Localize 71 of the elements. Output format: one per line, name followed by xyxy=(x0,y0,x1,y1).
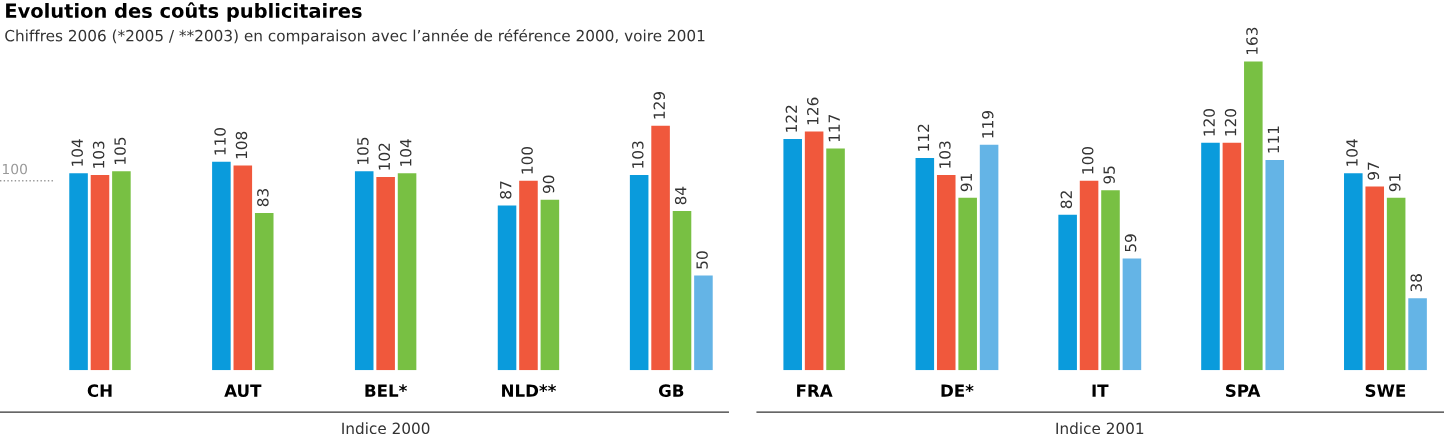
text: Indice 2000 xyxy=(342,422,430,435)
data-label: 119 xyxy=(981,110,994,138)
data-label: 84 xyxy=(674,186,687,205)
bar xyxy=(233,165,253,371)
data-label: 120 xyxy=(1203,109,1215,136)
data-label: 91 xyxy=(960,174,973,192)
data-label: 95 xyxy=(1103,166,1115,184)
x-tick-label: CH xyxy=(87,384,112,397)
x-tick-label: DE* xyxy=(941,384,974,397)
data-label: 117 xyxy=(828,115,840,142)
x-tick-label: NLD** xyxy=(502,384,557,397)
data-label: 100 xyxy=(521,146,533,174)
data-label: 91 xyxy=(1389,174,1401,192)
data-label: 105 xyxy=(357,137,369,164)
data-label: 103 xyxy=(632,141,644,168)
data-label: 104 xyxy=(1346,139,1358,166)
data-label: 38 xyxy=(1410,274,1423,292)
bar xyxy=(979,144,999,371)
data-label: 111 xyxy=(1267,126,1279,153)
bar xyxy=(1265,159,1285,371)
data-label: 110 xyxy=(214,127,226,155)
x-tick-label: FRA xyxy=(797,384,833,397)
x-tick-label: SWE xyxy=(1365,384,1406,397)
ref-line-label: 100 xyxy=(2,163,28,175)
data-label: 126 xyxy=(807,97,819,125)
bar xyxy=(354,171,374,371)
bar xyxy=(1079,180,1099,371)
bar xyxy=(1222,142,1242,371)
bar xyxy=(212,161,231,371)
data-label: 129 xyxy=(653,92,666,119)
data-label: 102 xyxy=(378,143,391,170)
data-label: 59 xyxy=(1124,234,1137,252)
bar xyxy=(1201,142,1220,371)
data-label: 104 xyxy=(71,139,83,166)
bar xyxy=(69,173,88,371)
chart-subtitle: Chiffres 2006 (*2005 / **2003) en comparaison avec l’année de référence 2000, voire 2001 xyxy=(5,28,705,45)
bar xyxy=(1344,173,1363,371)
bar xyxy=(1122,258,1142,371)
bar xyxy=(1386,197,1406,371)
data-label: 97 xyxy=(1367,162,1380,180)
bar xyxy=(1244,61,1263,371)
bar xyxy=(112,171,131,371)
data-label: 104 xyxy=(399,139,412,166)
chart-title: Evolution des coûts publicitaires xyxy=(6,2,362,22)
data-label: 103 xyxy=(939,141,951,168)
bar xyxy=(397,173,417,371)
data-label: 120 xyxy=(1224,109,1237,136)
data-label: 122 xyxy=(785,105,797,132)
x-tick-label: AUT xyxy=(224,384,262,397)
data-label: 105 xyxy=(114,137,126,164)
data-label: 82 xyxy=(1060,191,1073,209)
x-tick-label: GB xyxy=(658,384,684,397)
bar xyxy=(1058,214,1077,371)
data-label: 90 xyxy=(542,175,555,194)
data-label: 87 xyxy=(499,181,512,199)
bar xyxy=(376,176,395,371)
bar xyxy=(1365,186,1385,371)
data-label: 50 xyxy=(696,251,708,269)
bar xyxy=(1101,190,1120,371)
data-label: 112 xyxy=(917,124,930,151)
x-tick-label: IT xyxy=(1092,384,1109,397)
text: Indice 2001 xyxy=(1056,422,1144,435)
x-tick-label: SPA xyxy=(1226,384,1261,397)
data-label: 108 xyxy=(235,131,248,159)
data-label: 103 xyxy=(92,141,105,168)
bar xyxy=(254,212,274,371)
data-label: 163 xyxy=(1246,27,1258,55)
x-tick-label: BEL* xyxy=(365,384,408,397)
data-label: 100 xyxy=(1081,146,1094,174)
bar xyxy=(90,175,110,371)
data-label: 83 xyxy=(257,189,269,207)
